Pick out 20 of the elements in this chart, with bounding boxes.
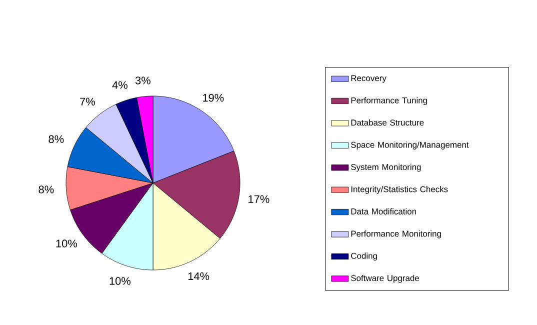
data-label: 14% [188,272,210,280]
legend-label: Space Monitoring/Management [351,142,469,150]
data-label: 3% [135,76,150,84]
data-label: 10% [56,240,78,248]
data-label: 8% [38,186,54,194]
data-label: 17% [248,195,270,203]
legend-label: Coding [351,252,377,261]
data-label: 10% [110,277,131,285]
legend-label: Software Upgrade [351,274,419,283]
data-label: 8% [48,135,64,144]
legend-label: Performance Monitoring [351,230,441,238]
legend-label: Data Modification [351,208,416,214]
legend-label: Recovery [351,75,386,83]
data-label: 19% [203,94,224,102]
legend-label: Integrity/Statistics Checks [351,186,448,194]
legend-label: System Monitoring [351,164,421,172]
legend-label: Performance Tuning [351,97,427,106]
legend-label: Database Structure [351,119,424,126]
data-label: 4% [112,81,128,89]
data-label: 7% [80,98,95,106]
